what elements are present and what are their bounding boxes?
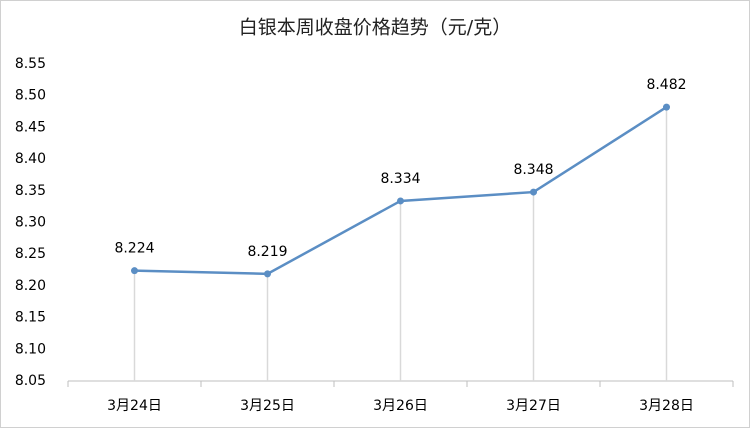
x-tick-label: 3月25日 [240,398,295,414]
y-tick-label: 8.10 [15,341,46,357]
point [131,267,138,275]
data-label: 8.219 [247,244,287,260]
y-tick-label: 8.05 [15,373,46,389]
x-tick-label: 3月28日 [639,398,694,414]
y-tick-label: 8.30 [15,215,46,231]
y-tick-label: 8.45 [15,119,46,135]
y-tick-label: 8.40 [15,151,46,167]
x-tick-label: 3月24日 [107,398,162,414]
y-tick-label: 8.15 [15,310,46,326]
x-tick-label: 3月26日 [373,398,428,414]
data-label: 8.224 [114,241,154,257]
y-tick-label: 8.25 [15,246,46,262]
y-tick-label: 8.35 [15,183,46,199]
point [397,197,404,205]
y-tick-label: 8.20 [15,278,46,294]
point [663,103,670,111]
data-label: 8.348 [513,162,553,178]
y-tick-label: 8.55 [15,56,46,72]
x-tick-label: 3月27日 [506,398,561,414]
data-label: 8.334 [380,171,420,187]
y-tick-label: 8.50 [15,88,46,104]
data-label: 8.482 [646,77,686,93]
chart-title: 白银本周收盘价格趋势（元/克） [239,17,511,39]
point [530,188,537,196]
point [264,270,271,278]
